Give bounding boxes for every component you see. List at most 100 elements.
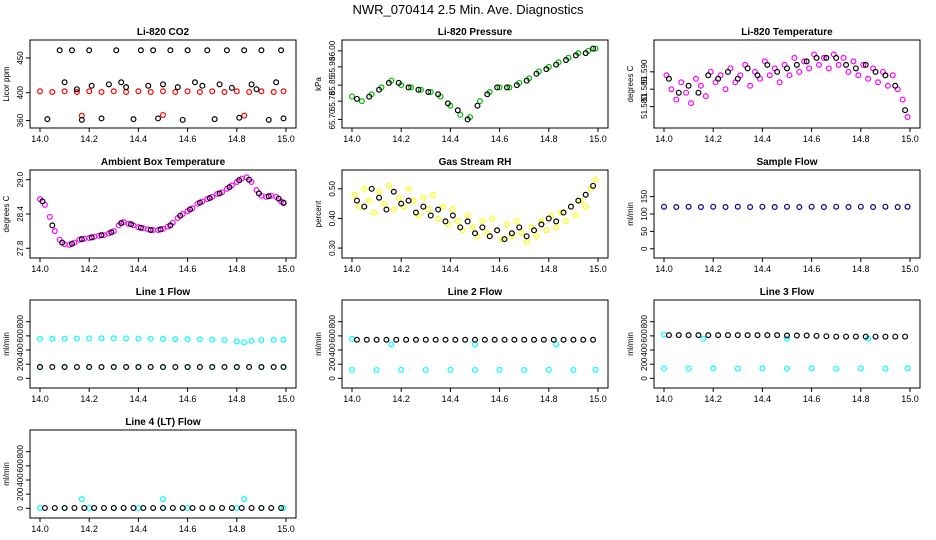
data-point — [169, 504, 176, 511]
data-point — [113, 47, 120, 54]
data-point — [538, 218, 545, 225]
data-point — [501, 236, 508, 243]
y-tick-label: 51.585 — [640, 76, 649, 101]
data-point — [160, 81, 167, 88]
data-point — [270, 364, 277, 371]
data-point — [128, 221, 135, 228]
y-axis-label: ml/min — [626, 332, 635, 356]
data-point — [580, 336, 587, 343]
data-point — [422, 366, 429, 373]
data-point — [754, 72, 761, 79]
data-point — [368, 185, 375, 192]
data-point — [86, 335, 93, 342]
data-point — [590, 182, 597, 189]
data-point — [747, 82, 754, 89]
data-point — [722, 204, 729, 211]
data-point — [889, 72, 896, 79]
data-point — [734, 332, 741, 339]
data-point — [582, 50, 589, 57]
data-point — [572, 52, 579, 59]
plot-frame — [29, 299, 297, 389]
data-point — [209, 336, 216, 343]
data-point — [361, 185, 368, 192]
data-point — [472, 366, 479, 373]
data-point — [454, 218, 461, 225]
data-point — [759, 203, 766, 210]
data-point — [61, 88, 68, 95]
data-point — [405, 197, 412, 204]
y-tick-label: 200 — [328, 357, 337, 371]
data-point — [665, 332, 672, 339]
y-tick-label: 0 — [640, 246, 649, 251]
data-point — [462, 336, 469, 343]
data-point — [553, 224, 560, 231]
x-tick-label: 14.6 — [803, 264, 821, 274]
x-tick-label: 14.2 — [80, 134, 98, 144]
data-point — [56, 47, 63, 54]
data-point — [660, 331, 667, 338]
data-point — [255, 190, 262, 197]
data-point — [560, 209, 567, 216]
data-point — [351, 191, 358, 198]
x-tick-label: 14.4 — [442, 134, 460, 144]
data-point — [791, 54, 798, 61]
data-point — [100, 232, 107, 239]
data-point — [882, 333, 889, 340]
data-point — [373, 366, 380, 373]
data-point — [489, 215, 496, 222]
data-point — [376, 194, 383, 201]
data-point — [172, 336, 179, 343]
plot-frame — [653, 299, 921, 389]
data-point — [823, 333, 830, 340]
data-point — [833, 333, 840, 340]
data-point — [734, 75, 741, 82]
data-point — [420, 203, 427, 210]
data-point — [884, 82, 891, 89]
data-point — [783, 335, 790, 342]
data-point — [435, 206, 442, 213]
y-tick-label: 600 — [16, 329, 25, 343]
data-point — [590, 45, 597, 52]
data-point — [81, 504, 88, 511]
y-tick-label: 400 — [328, 343, 337, 357]
data-point — [100, 504, 107, 511]
plot-frame — [341, 299, 609, 389]
data-point — [449, 212, 456, 219]
data-point — [49, 88, 56, 95]
x-tick-label: 14.2 — [392, 264, 410, 274]
data-point — [683, 89, 690, 96]
data-point — [270, 88, 277, 95]
data-point — [813, 332, 820, 339]
data-point — [196, 364, 203, 371]
data-point — [469, 224, 476, 231]
data-point — [860, 61, 867, 68]
data-point — [219, 504, 226, 511]
data-point — [592, 176, 599, 183]
chart-title: Gas Stream RH — [439, 157, 512, 168]
data-point — [356, 203, 363, 210]
data-point — [405, 185, 412, 192]
data-point — [88, 234, 95, 241]
data-point — [523, 239, 530, 246]
data-point — [184, 47, 191, 54]
data-point — [147, 88, 154, 95]
data-point — [695, 332, 702, 339]
data-point — [184, 504, 191, 511]
data-point — [710, 203, 717, 210]
plot-frame — [341, 39, 609, 129]
data-point — [223, 47, 230, 54]
data-point — [540, 336, 547, 343]
data-point — [764, 332, 771, 339]
y-axis-label: Licor ppm — [2, 66, 11, 101]
data-point — [710, 365, 717, 372]
y-tick-label: 450 — [16, 51, 25, 65]
x-tick-label: 15.0 — [901, 264, 919, 274]
x-tick-label: 14.8 — [540, 394, 558, 404]
x-tick-label: 15.0 — [589, 134, 607, 144]
y-tick-label: 65.78 — [328, 91, 337, 112]
chart-title: Line 3 Flow — [760, 287, 815, 298]
data-point — [91, 504, 98, 511]
data-point — [241, 47, 248, 54]
data-point — [820, 54, 827, 61]
data-point — [366, 93, 373, 100]
